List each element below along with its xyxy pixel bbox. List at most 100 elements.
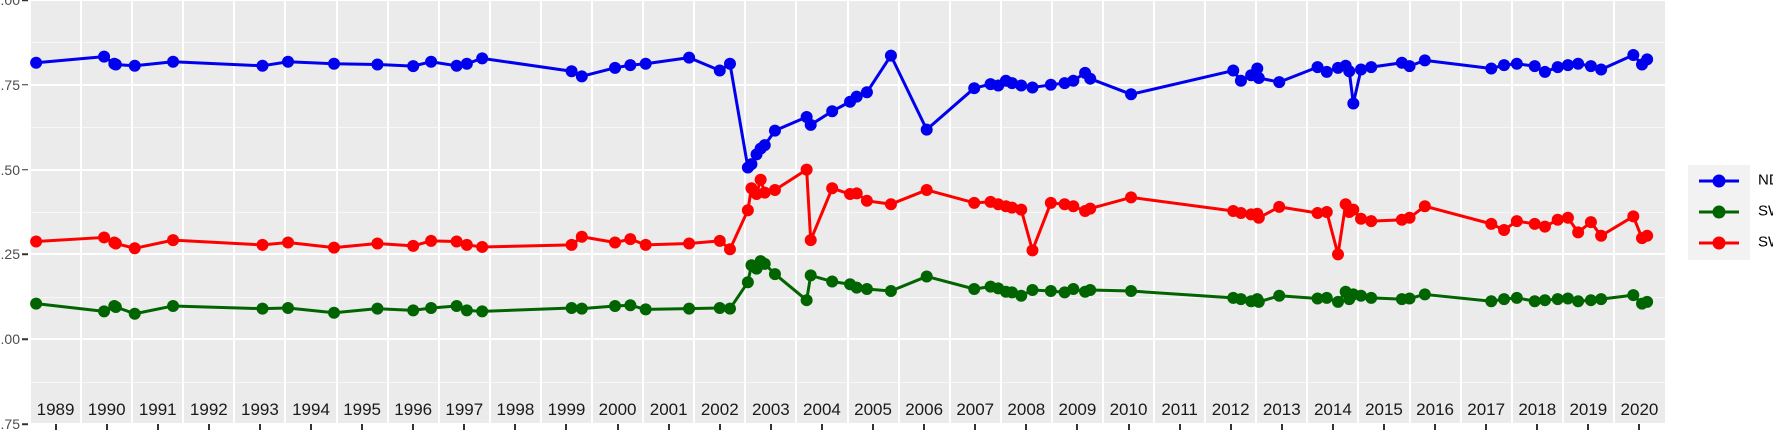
y-axis-tick-label: 1.75	[0, 76, 20, 93]
data-point	[407, 60, 420, 73]
data-point	[1528, 60, 1541, 73]
data-point	[1572, 57, 1585, 70]
gridline-major-vertical	[846, 0, 849, 424]
data-point	[1641, 229, 1654, 242]
data-point	[1015, 203, 1028, 216]
data-point	[860, 194, 873, 207]
data-point	[1006, 286, 1019, 299]
x-axis-tick-mark	[1536, 424, 1539, 430]
data-point	[920, 123, 933, 136]
data-point	[1641, 295, 1654, 308]
data-point	[1006, 77, 1019, 90]
data-point	[920, 270, 933, 283]
x-axis-tick-mark	[310, 424, 313, 430]
legend-item-label: NDVI	[1758, 171, 1773, 189]
x-axis-tick-mark	[1485, 424, 1488, 430]
data-point	[1354, 63, 1367, 76]
gridline-major-vertical	[948, 0, 951, 424]
x-axis-tick-label: 2011	[1161, 400, 1198, 419]
data-point	[639, 238, 652, 251]
data-point	[850, 187, 863, 200]
x-axis-tick-label: 2020	[1620, 400, 1659, 419]
x-axis-tick-mark	[872, 424, 875, 430]
data-point	[1227, 64, 1240, 77]
data-point	[683, 302, 696, 315]
x-axis-tick-mark	[1280, 424, 1283, 430]
data-point	[850, 281, 863, 294]
data-point	[1538, 220, 1551, 233]
x-axis-tick-mark	[923, 424, 926, 430]
data-point	[741, 204, 754, 217]
data-point	[1584, 60, 1597, 73]
data-point	[1311, 61, 1324, 74]
data-point	[723, 243, 736, 256]
x-axis-tick-mark	[412, 424, 415, 430]
data-point	[328, 306, 341, 319]
data-point	[476, 240, 489, 253]
data-point	[328, 57, 341, 70]
gridline-major-vertical	[182, 0, 185, 424]
data-point	[128, 59, 141, 72]
x-axis-tick-label: 2015	[1365, 400, 1403, 419]
data-point	[1627, 48, 1640, 61]
data-point	[371, 302, 384, 315]
y-axis-tick-label: 1.00	[0, 331, 20, 348]
data-point	[1538, 294, 1551, 307]
data-point	[425, 55, 438, 68]
series-ndvi	[30, 48, 1654, 174]
data-point	[768, 183, 781, 196]
data-point	[624, 299, 637, 312]
data-point	[476, 52, 489, 65]
gridline-major-vertical	[1153, 0, 1156, 424]
data-point	[1026, 284, 1039, 297]
legend-item-ndvi[interactable]	[1688, 165, 1750, 196]
data-point	[800, 294, 813, 307]
data-point	[575, 302, 588, 315]
data-point	[1510, 291, 1523, 304]
x-axis-tick-mark	[820, 424, 823, 430]
gridline-major-vertical	[80, 0, 83, 424]
data-point	[758, 186, 771, 199]
data-point	[1044, 196, 1057, 209]
data-point	[425, 301, 438, 314]
y-axis-tick-label: 0.75	[0, 416, 20, 432]
data-point	[256, 238, 269, 251]
data-point	[683, 51, 696, 64]
x-axis-tick-label: 2019	[1569, 400, 1608, 419]
data-point	[128, 242, 141, 255]
data-point	[1528, 217, 1541, 230]
x-axis-tick-mark	[156, 424, 159, 430]
data-point	[968, 196, 981, 209]
data-point	[1365, 291, 1378, 304]
data-point	[1067, 74, 1080, 87]
data-point	[850, 90, 863, 103]
data-point	[98, 305, 111, 318]
data-point	[768, 268, 781, 281]
data-point	[713, 234, 726, 247]
data-point	[745, 158, 758, 171]
data-point	[1498, 223, 1511, 236]
data-point	[1627, 210, 1640, 223]
data-point	[1332, 248, 1344, 261]
x-axis-tick-label: 1996	[394, 400, 433, 419]
legend-item-swir2[interactable]	[1688, 196, 1750, 227]
data-point	[1561, 211, 1574, 224]
data-point	[804, 269, 817, 282]
data-point	[609, 61, 622, 74]
data-point	[565, 301, 578, 314]
data-point	[1015, 79, 1028, 92]
x-axis-tick-label: 2009	[1058, 400, 1097, 419]
y-axis: 2.00 1.75 1.50 1.25 1.00 0.75	[0, 0, 30, 442]
data-point	[1125, 191, 1138, 204]
data-point	[723, 57, 736, 70]
legend-dot-icon	[1712, 174, 1726, 187]
series-swir2	[30, 255, 1654, 320]
data-point	[407, 239, 420, 252]
legend	[1688, 165, 1750, 260]
legend-item-swir1[interactable]	[1688, 227, 1750, 258]
data-point	[741, 276, 754, 289]
data-point	[804, 234, 817, 247]
legend-dot-icon	[1712, 236, 1726, 249]
x-axis-tick-label: 2017	[1467, 400, 1506, 419]
x-axis-tick-mark	[1638, 424, 1641, 430]
